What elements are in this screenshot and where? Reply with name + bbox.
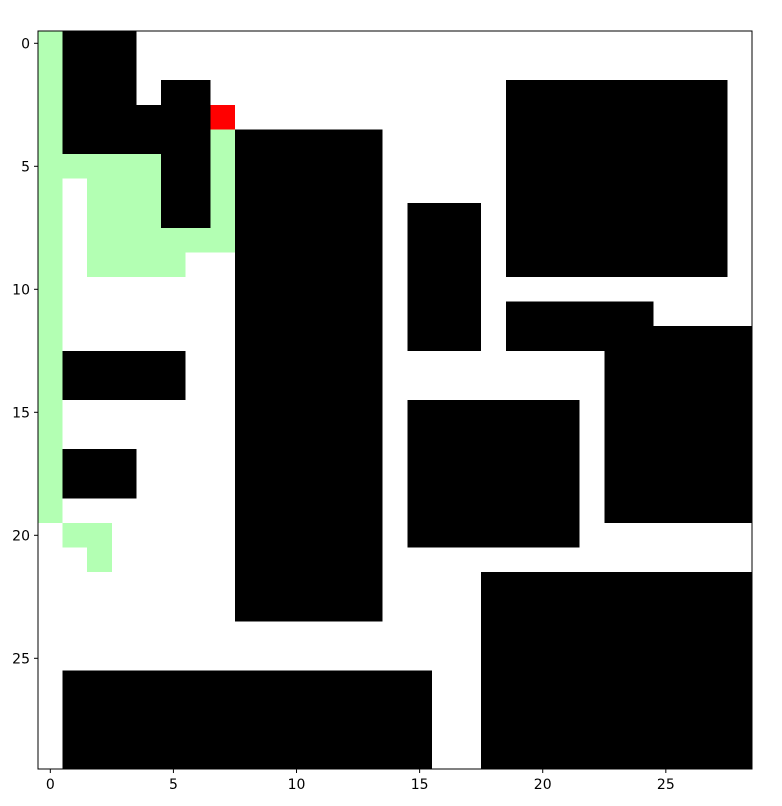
obstacle-cell: [62, 31, 137, 105]
obstacle-cell: [407, 203, 482, 351]
visited-cell: [87, 252, 186, 277]
visited-cell: [62, 523, 112, 548]
obstacle-cell: [62, 449, 137, 499]
x-tick-label: 15: [411, 777, 429, 793]
obstacle-cell: [407, 400, 580, 548]
obstacle-cell: [481, 572, 752, 769]
x-tick-label: 10: [288, 777, 306, 793]
y-tick-label: 15: [12, 405, 30, 421]
cells-layer: [38, 31, 752, 769]
goal-cell: [210, 104, 235, 130]
y-tick-label: 20: [12, 528, 30, 544]
x-tick-label: 25: [657, 777, 675, 793]
visited-cell: [87, 227, 235, 253]
visited-cell: [210, 129, 235, 228]
obstacle-cell: [62, 104, 162, 154]
obstacle-cell: [234, 129, 383, 622]
y-tick-label: 10: [12, 282, 30, 298]
visited-cell: [87, 178, 162, 228]
x-tick-label: 5: [169, 777, 178, 793]
obstacle-cell: [62, 670, 432, 769]
obstacle-cell: [604, 326, 752, 523]
visited-cell: [38, 31, 63, 523]
obstacle-cell: [505, 80, 728, 277]
y-axis: 0 5 10 15 20 25: [12, 36, 38, 667]
x-tick-label: 0: [46, 777, 55, 793]
visited-cell: [87, 547, 112, 573]
obstacle-cell: [161, 80, 211, 228]
y-tick-label: 0: [21, 36, 30, 52]
y-tick-label: 25: [12, 651, 30, 667]
x-axis: 0 5 10 15 20 25: [46, 769, 675, 793]
obstacle-cell: [62, 350, 186, 400]
visited-cell: [62, 154, 162, 179]
y-tick-label: 5: [21, 159, 30, 175]
plot-frame: [37, 30, 753, 770]
x-tick-label: 20: [534, 777, 552, 793]
